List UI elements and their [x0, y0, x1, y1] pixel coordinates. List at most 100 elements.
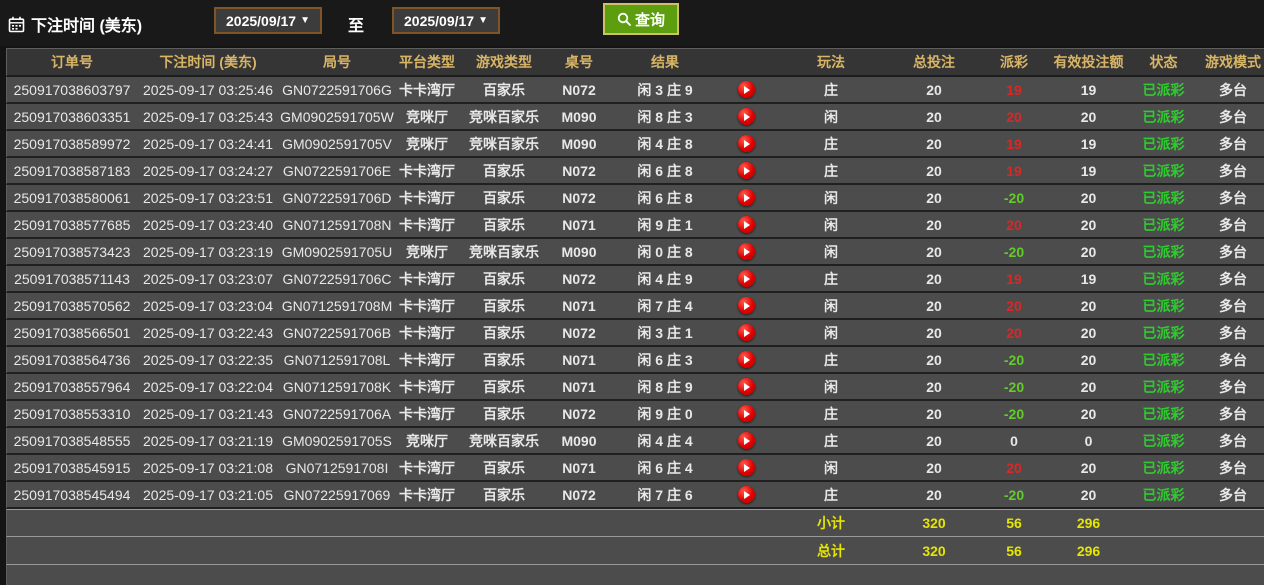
- bet-type-cell: 庄: [824, 351, 838, 368]
- table-number-cell: N071: [562, 378, 596, 395]
- round-number-cell: GN0722591706D: [282, 189, 392, 206]
- bet-type-cell: 庄: [824, 81, 838, 98]
- order-number-cell: 250917038580061: [13, 189, 131, 206]
- valid-bet-cell: 20: [1080, 351, 1097, 368]
- payout-cell: 19: [1006, 81, 1022, 98]
- bet-type-cell: 闲: [824, 243, 838, 260]
- game-mode-cell: 多台: [1219, 459, 1247, 476]
- play-icon[interactable]: [737, 243, 755, 260]
- play-icon[interactable]: [737, 162, 755, 179]
- platform-cell: 卡卡湾厅: [399, 459, 455, 476]
- result-cell: 闲 6 庄 4: [637, 459, 693, 476]
- platform-cell: 卡卡湾厅: [399, 216, 455, 233]
- valid-bet-cell: 20: [1080, 324, 1097, 341]
- table-row: 250917038566501 2025-09-17 03:22:43 GN07…: [6, 320, 1264, 347]
- round-number-cell: GM0902591705U: [281, 243, 393, 260]
- platform-cell: 卡卡湾厅: [399, 162, 455, 179]
- round-number-cell: GN0712591708K: [282, 378, 392, 395]
- play-icon[interactable]: [737, 189, 755, 206]
- play-icon[interactable]: [737, 405, 755, 422]
- replay-cell: [721, 104, 771, 129]
- game-mode-cell: 多台: [1219, 432, 1247, 449]
- total-bet-cell: 20: [926, 270, 942, 287]
- play-icon[interactable]: [737, 324, 755, 341]
- replay-cell: [721, 347, 771, 372]
- total-bet-cell: 20: [926, 216, 942, 233]
- play-icon[interactable]: [737, 486, 755, 503]
- game-type-cell: 竞咪百家乐: [469, 243, 539, 260]
- bet-time-cell: 2025-09-17 03:25:46: [143, 81, 273, 98]
- play-icon[interactable]: [737, 378, 755, 395]
- replay-cell: [721, 239, 771, 264]
- total-bet-cell: 20: [926, 189, 942, 206]
- status-cell: 已派彩: [1142, 243, 1185, 260]
- result-cell: 闲 6 庄 3: [637, 351, 693, 368]
- status-cell: 已派彩: [1142, 324, 1185, 341]
- game-type-cell: 百家乐: [483, 324, 525, 341]
- platform-cell: 卡卡湾厅: [399, 189, 455, 206]
- table-number-cell: N072: [562, 486, 596, 503]
- play-icon[interactable]: [737, 216, 755, 233]
- valid-bet-cell: 19: [1080, 162, 1097, 179]
- valid-bet-cell: 20: [1080, 216, 1097, 233]
- table-number-cell: N072: [562, 405, 596, 422]
- table-row: 250917038570562 2025-09-17 03:23:04 GN07…: [6, 293, 1264, 320]
- play-icon[interactable]: [737, 297, 755, 314]
- date-from-picker[interactable]: 2025/09/17 ▼: [214, 7, 322, 34]
- table-row: 250917038571143 2025-09-17 03:23:07 GN07…: [6, 266, 1264, 293]
- header-bet-time: 下注时间 (美东): [159, 54, 257, 70]
- round-number-cell: GM0902591705S: [282, 432, 392, 449]
- game-type-cell: 百家乐: [483, 405, 525, 422]
- replay-cell: [721, 428, 771, 453]
- replay-cell: [721, 77, 771, 102]
- game-mode-cell: 多台: [1219, 270, 1247, 287]
- table-row: 250917038548555 2025-09-17 03:21:19 GM09…: [6, 428, 1264, 455]
- game-mode-cell: 多台: [1219, 243, 1247, 260]
- table-number-cell: N072: [562, 81, 596, 98]
- table-number-cell: N071: [562, 297, 596, 314]
- play-icon[interactable]: [737, 432, 755, 449]
- play-icon[interactable]: [737, 108, 755, 125]
- query-button[interactable]: 查询: [603, 3, 679, 35]
- status-cell: 已派彩: [1142, 108, 1185, 125]
- play-icon[interactable]: [737, 270, 755, 287]
- platform-cell: 卡卡湾厅: [399, 324, 455, 341]
- bet-type-cell: 庄: [824, 486, 838, 503]
- payout-cell: 20: [1006, 324, 1022, 341]
- total-bet-cell: 20: [926, 108, 942, 125]
- replay-cell: [721, 158, 771, 183]
- play-icon[interactable]: [737, 135, 755, 152]
- play-icon[interactable]: [737, 459, 755, 476]
- valid-bet-cell: 19: [1080, 135, 1097, 152]
- platform-cell: 竞咪厅: [406, 432, 448, 449]
- total-label: 总计: [817, 542, 845, 559]
- total-payout: 56: [1006, 542, 1022, 559]
- calendar-icon: [8, 16, 25, 33]
- result-cell: 闲 6 庄 8: [637, 162, 693, 179]
- bet-time-cell: 2025-09-17 03:25:43: [143, 108, 273, 125]
- table-row: 250917038589972 2025-09-17 03:24:41 GM09…: [6, 131, 1264, 158]
- order-number-cell: 250917038564736: [13, 351, 131, 368]
- valid-bet-cell: 20: [1080, 297, 1097, 314]
- valid-bet-cell: 20: [1080, 405, 1097, 422]
- table-row: 250917038545494 2025-09-17 03:21:05 GN07…: [6, 482, 1264, 509]
- bet-type-cell: 闲: [824, 459, 838, 476]
- game-mode-cell: 多台: [1219, 189, 1247, 206]
- header-order-number: 订单号: [51, 54, 93, 70]
- order-number-cell: 250917038566501: [13, 324, 131, 341]
- play-icon[interactable]: [737, 351, 755, 368]
- play-icon[interactable]: [737, 81, 755, 98]
- bet-time-cell: 2025-09-17 03:23:07: [143, 270, 273, 287]
- valid-bet-cell: 20: [1080, 108, 1097, 125]
- game-mode-cell: 多台: [1219, 297, 1247, 314]
- table-row: 250917038603797 2025-09-17 03:25:46 GN07…: [6, 77, 1264, 104]
- header-platform-type: 平台类型: [399, 54, 455, 70]
- platform-cell: 卡卡湾厅: [399, 351, 455, 368]
- result-cell: 闲 9 庄 0: [637, 405, 693, 422]
- table-number-cell: M090: [561, 135, 597, 152]
- platform-cell: 卡卡湾厅: [399, 486, 455, 503]
- date-from-value: 2025/09/17: [226, 12, 297, 29]
- platform-cell: 竞咪厅: [406, 243, 448, 260]
- date-to-picker[interactable]: 2025/09/17 ▼: [392, 7, 500, 34]
- platform-cell: 卡卡湾厅: [399, 297, 455, 314]
